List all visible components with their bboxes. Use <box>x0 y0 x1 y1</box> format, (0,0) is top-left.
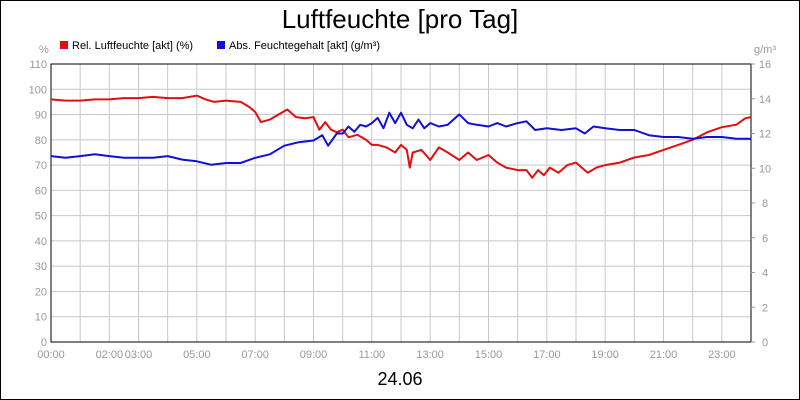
legend-label-relative-humidity: Rel. Luftfeuchte [akt] (%) <box>72 40 193 52</box>
left-tick-label: 50 <box>35 211 47 223</box>
left-axis-ticks: 0 10 20 30 40 50 60 70 80 90 100 110 <box>29 59 47 349</box>
legend-label-absolute-humidity: Abs. Feuchtegehalt [akt] (g/m³) <box>229 40 380 52</box>
right-axis-ticks: 0 2 4 6 8 10 12 14 16 <box>751 59 771 349</box>
left-tick-label: 110 <box>29 59 47 71</box>
chart-title: Luftfeuchte [pro Tag] <box>282 4 519 34</box>
x-tick-label: 02:00 <box>96 349 124 361</box>
x-axis-ticks: 00:00 02:00 03:00 05:00 07:00 09:00 11:00 13:00… <box>37 349 735 361</box>
date-label: 24.06 <box>377 369 422 389</box>
x-tick-label: 03:00 <box>125 349 153 361</box>
legend: Rel. Luftfeuchte [akt] (%) Abs. Feuchteg… <box>60 40 380 52</box>
left-tick-label: 10 <box>35 312 47 324</box>
right-tick-label: 2 <box>762 302 768 314</box>
right-tick-label: 12 <box>759 129 771 141</box>
x-tick-label: 13:00 <box>416 349 444 361</box>
right-tick-label: 8 <box>762 198 768 210</box>
x-tick-label: 05:00 <box>183 349 211 361</box>
right-tick-label: 16 <box>759 59 771 71</box>
legend-swatch-absolute-humidity <box>217 41 225 49</box>
left-tick-label: 60 <box>35 185 47 197</box>
left-tick-label: 100 <box>29 84 47 96</box>
left-axis-unit: % <box>39 44 49 56</box>
x-tick-label: 07:00 <box>241 349 269 361</box>
right-tick-label: 0 <box>762 337 768 349</box>
right-axis-unit: g/m³ <box>754 44 776 56</box>
grid <box>51 64 751 342</box>
left-tick-label: 30 <box>35 261 47 273</box>
left-tick-label: 0 <box>41 337 47 349</box>
series-lines <box>50 94 752 179</box>
x-tick-label: 17:00 <box>533 349 561 361</box>
right-tick-label: 10 <box>759 163 771 175</box>
x-tick-label: 09:00 <box>300 349 328 361</box>
series-line-absolute-humidity <box>50 111 751 166</box>
left-tick-label: 80 <box>35 135 47 147</box>
series-line-relative-humidity <box>50 94 752 179</box>
left-tick-label: 20 <box>35 286 47 298</box>
x-tick-label: 15:00 <box>475 349 503 361</box>
x-tick-label: 19:00 <box>591 349 619 361</box>
left-tick-label: 40 <box>35 236 47 248</box>
left-tick-label: 70 <box>35 160 47 172</box>
right-tick-label: 14 <box>759 94 771 106</box>
x-tick-label: 00:00 <box>37 349 65 361</box>
x-tick-label: 21:00 <box>650 349 678 361</box>
x-tick-label: 23:00 <box>708 349 736 361</box>
legend-swatch-relative-humidity <box>60 41 68 49</box>
right-tick-label: 4 <box>762 268 768 280</box>
x-tick-label: 11:00 <box>358 349 385 361</box>
right-tick-label: 6 <box>762 233 768 245</box>
left-tick-label: 90 <box>35 110 47 122</box>
